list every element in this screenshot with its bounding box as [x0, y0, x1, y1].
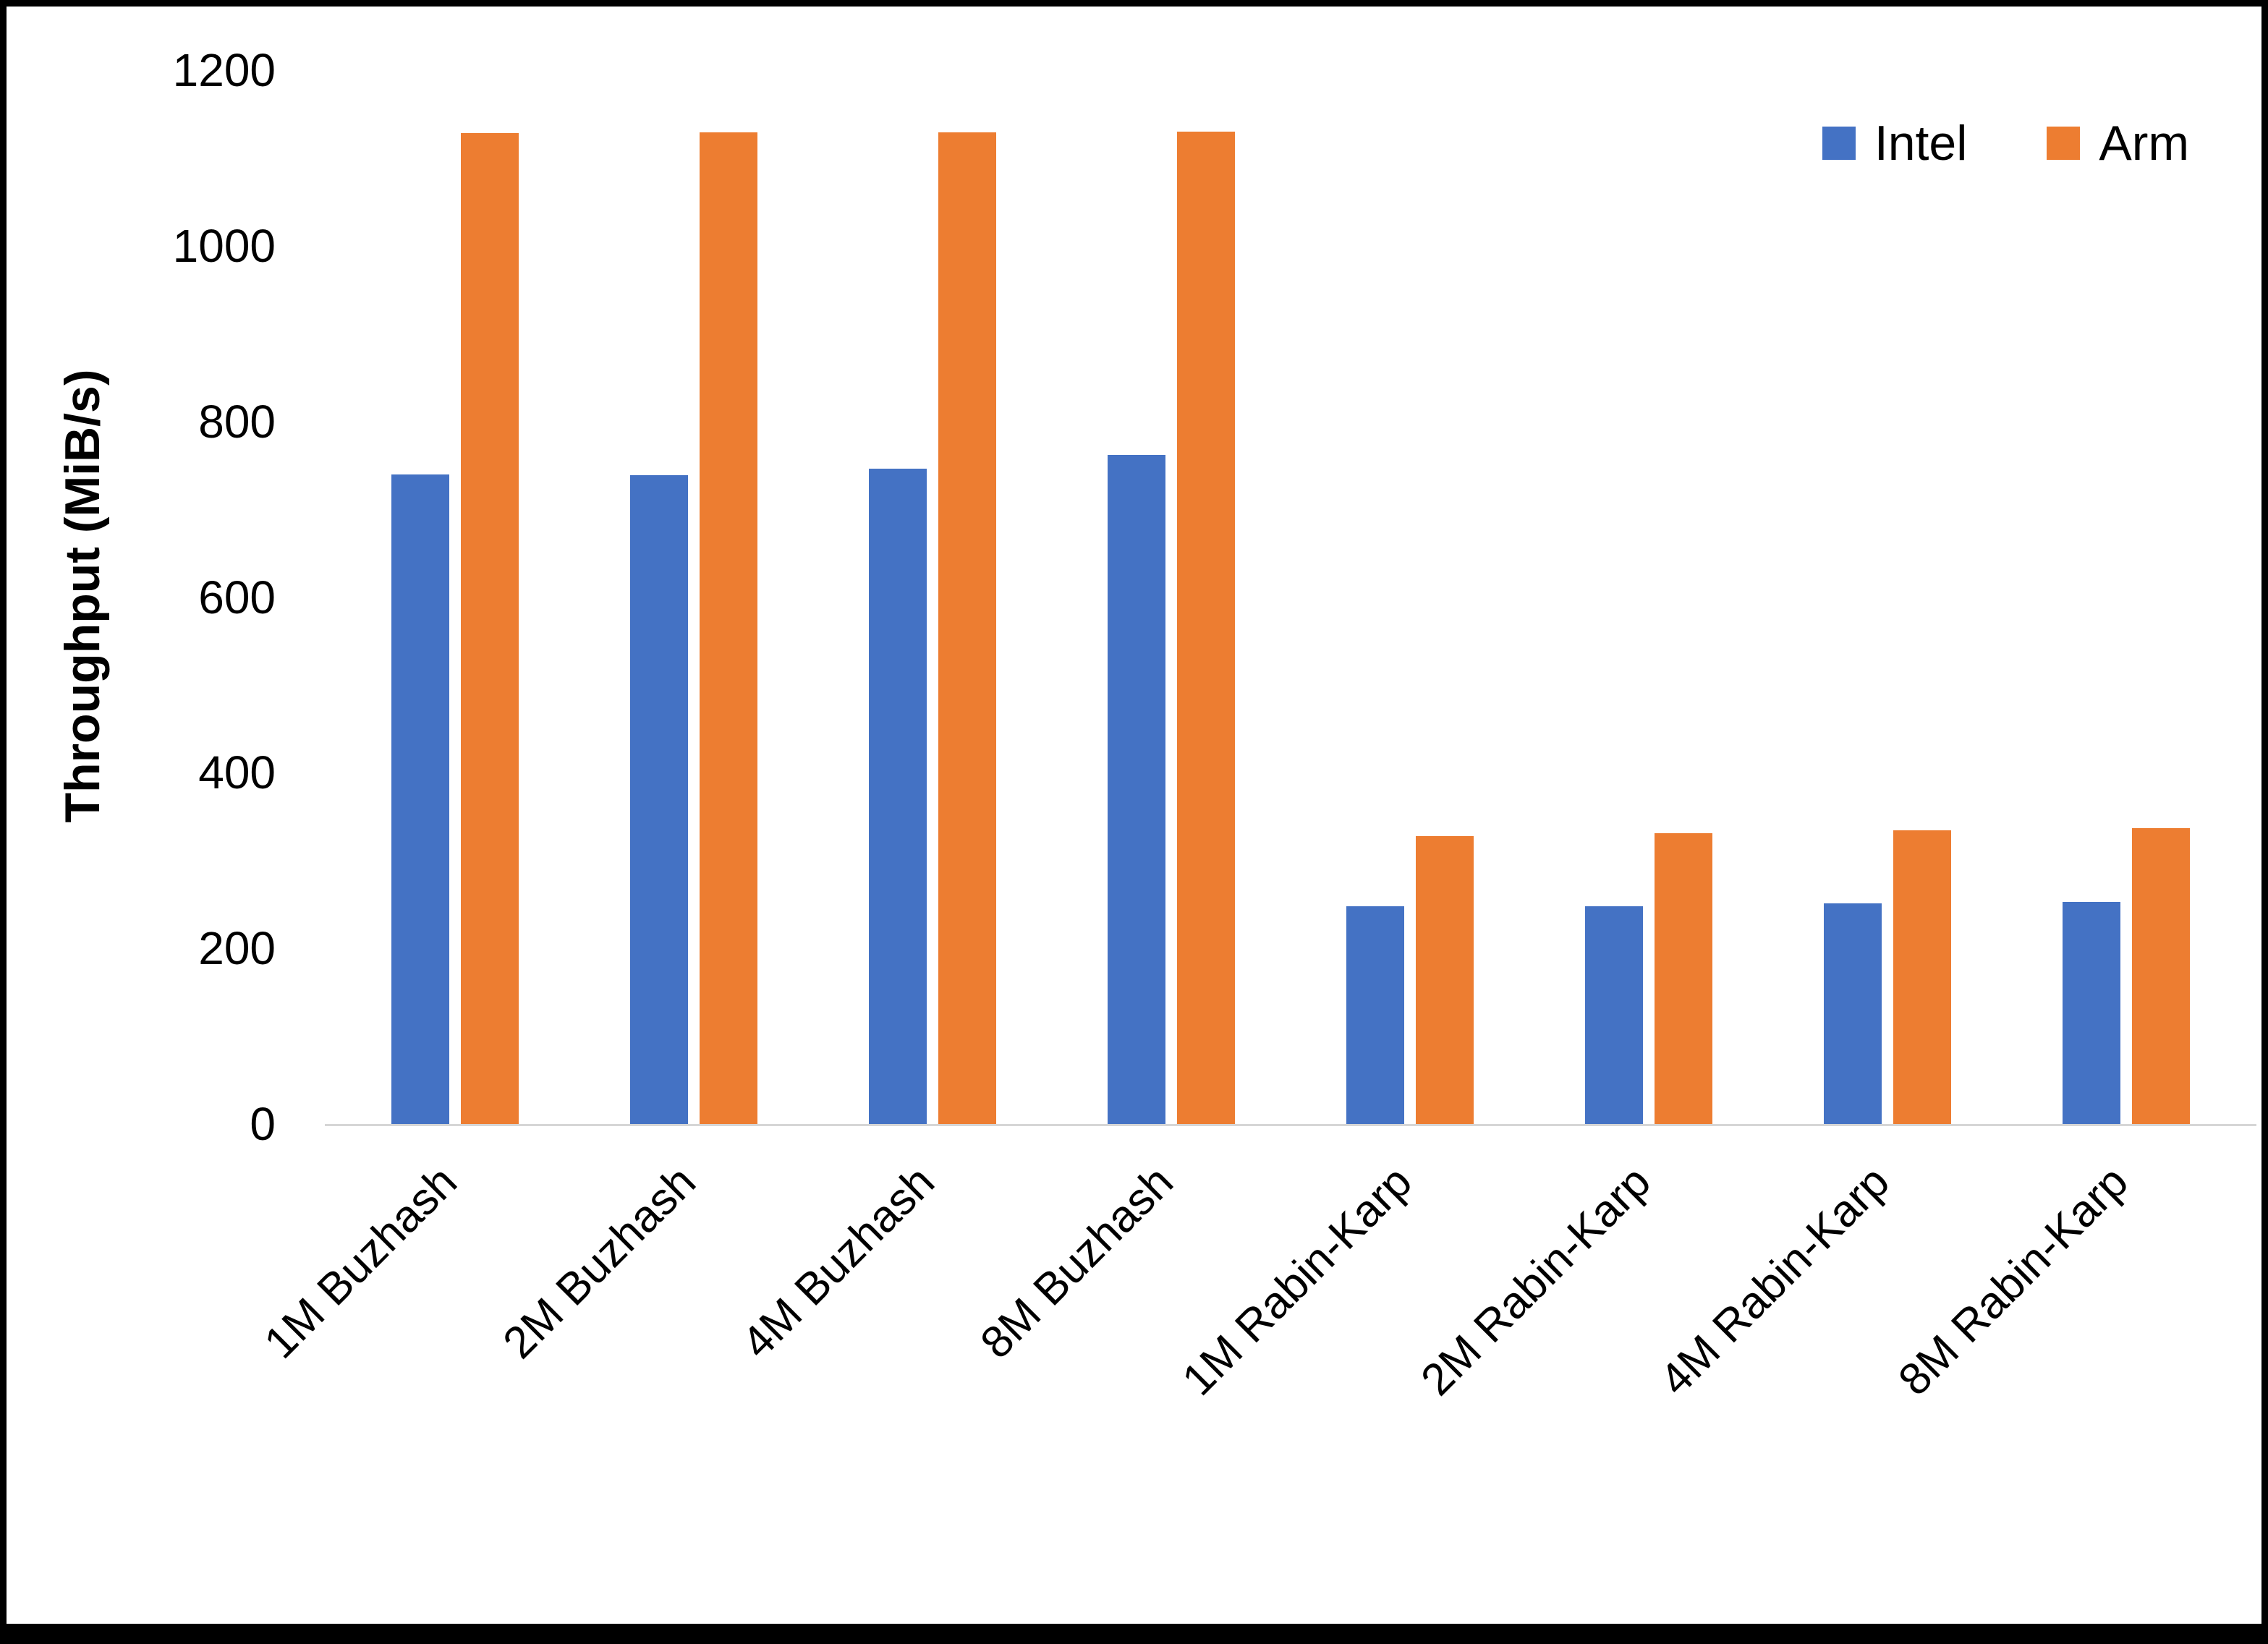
bar-intel-2m-rabin-karp	[1585, 906, 1643, 1124]
bar-arm-2m-buzhash	[700, 132, 757, 1124]
legend-item-intel: Intel	[1822, 115, 1968, 171]
bar-intel-2m-buzhash	[630, 474, 688, 1124]
legend-label: Arm	[2099, 116, 2189, 171]
bar-intel-4m-buzhash	[869, 469, 927, 1124]
legend-item-arm: Arm	[2047, 115, 2189, 171]
bar-arm-2m-rabin-karp	[1655, 833, 1712, 1124]
bar-arm-4m-rabin-karp	[1893, 830, 1951, 1124]
y-axis-tick-label: 1000	[172, 219, 276, 272]
bar-intel-4m-rabin-karp	[1824, 903, 1882, 1124]
y-axis-tick-label: 1200	[172, 44, 276, 96]
bar-intel-8m-rabin-karp	[2063, 901, 2120, 1124]
y-axis-tick-label: 400	[198, 746, 276, 799]
bar-arm-8m-buzhash	[1177, 131, 1235, 1124]
y-axis-tick-label: 200	[198, 922, 276, 975]
bar-arm-1m-buzhash	[461, 133, 519, 1124]
legend: Intel Arm	[1822, 115, 2189, 171]
bar-intel-1m-rabin-karp	[1346, 906, 1404, 1124]
bar-arm-1m-rabin-karp	[1416, 835, 1474, 1124]
legend-label: Intel	[1874, 116, 1968, 171]
legend-swatch-intel	[1822, 127, 1856, 160]
bar-intel-8m-buzhash	[1108, 454, 1165, 1124]
y-axis-tick-label: 800	[198, 395, 276, 448]
legend-swatch-arm	[2047, 127, 2081, 160]
y-axis-tick-label: 600	[198, 571, 276, 623]
bar-arm-4m-buzhash	[938, 132, 996, 1124]
plot-area: 0 200 400 600 800 1000 1200 1M Buzhash 2M Buzhas…	[7, 7, 2261, 1624]
y-axis-tick-label: 0	[250, 1098, 276, 1150]
x-axis-line	[325, 1124, 2256, 1126]
bar-arm-8m-rabin-karp	[2132, 827, 2190, 1124]
bar-intel-1m-buzhash	[391, 474, 449, 1124]
